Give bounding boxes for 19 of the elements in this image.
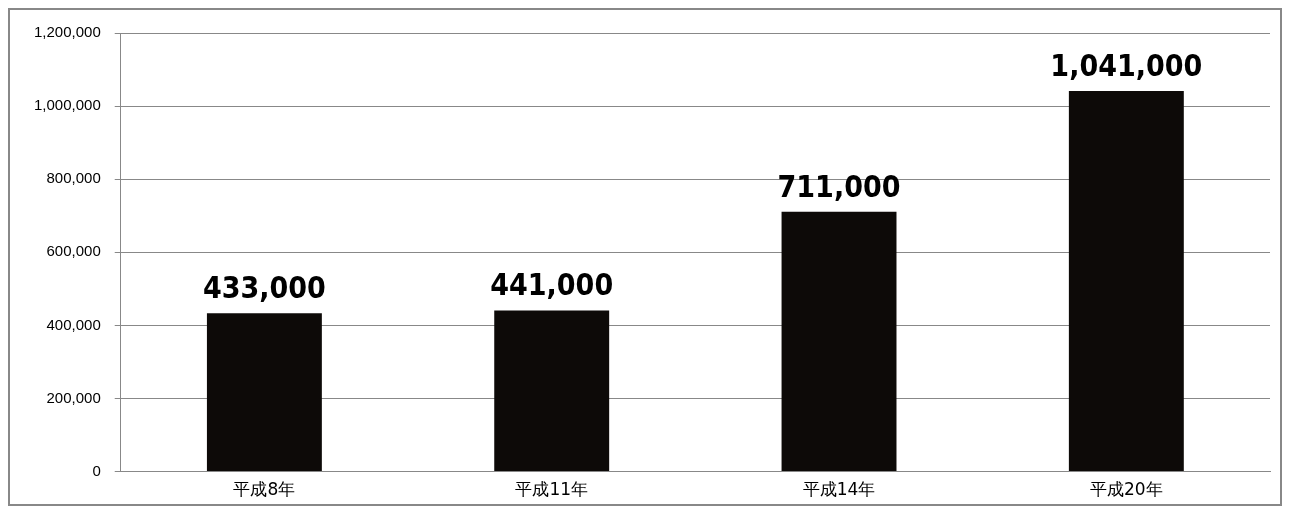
data-label: 1,041,000 — [1050, 47, 1203, 83]
bar — [1068, 91, 1184, 472]
y-tick-label: 1,200,000 — [34, 23, 101, 41]
data-label: 441,000 — [490, 267, 614, 303]
x-tick-label: 平成14年 — [802, 479, 876, 500]
y-tick-label: 0 — [92, 461, 101, 479]
y-tick-label: 1,000,000 — [34, 96, 101, 114]
x-tick-label: 平成20年 — [1090, 479, 1163, 500]
bar — [494, 310, 610, 472]
data-label: 433,000 — [202, 270, 326, 306]
y-tick-label: 400,000 — [46, 315, 101, 333]
y-tick-label: 800,000 — [46, 169, 101, 187]
y-tick-label: 600,000 — [46, 242, 101, 260]
x-tick-label: 平成8年 — [233, 479, 296, 500]
bar — [781, 211, 897, 472]
y-tick-label: 200,000 — [46, 388, 101, 406]
bar — [206, 313, 322, 472]
x-tick-label: 平成11年 — [515, 479, 589, 500]
data-label: 711,000 — [777, 168, 901, 204]
